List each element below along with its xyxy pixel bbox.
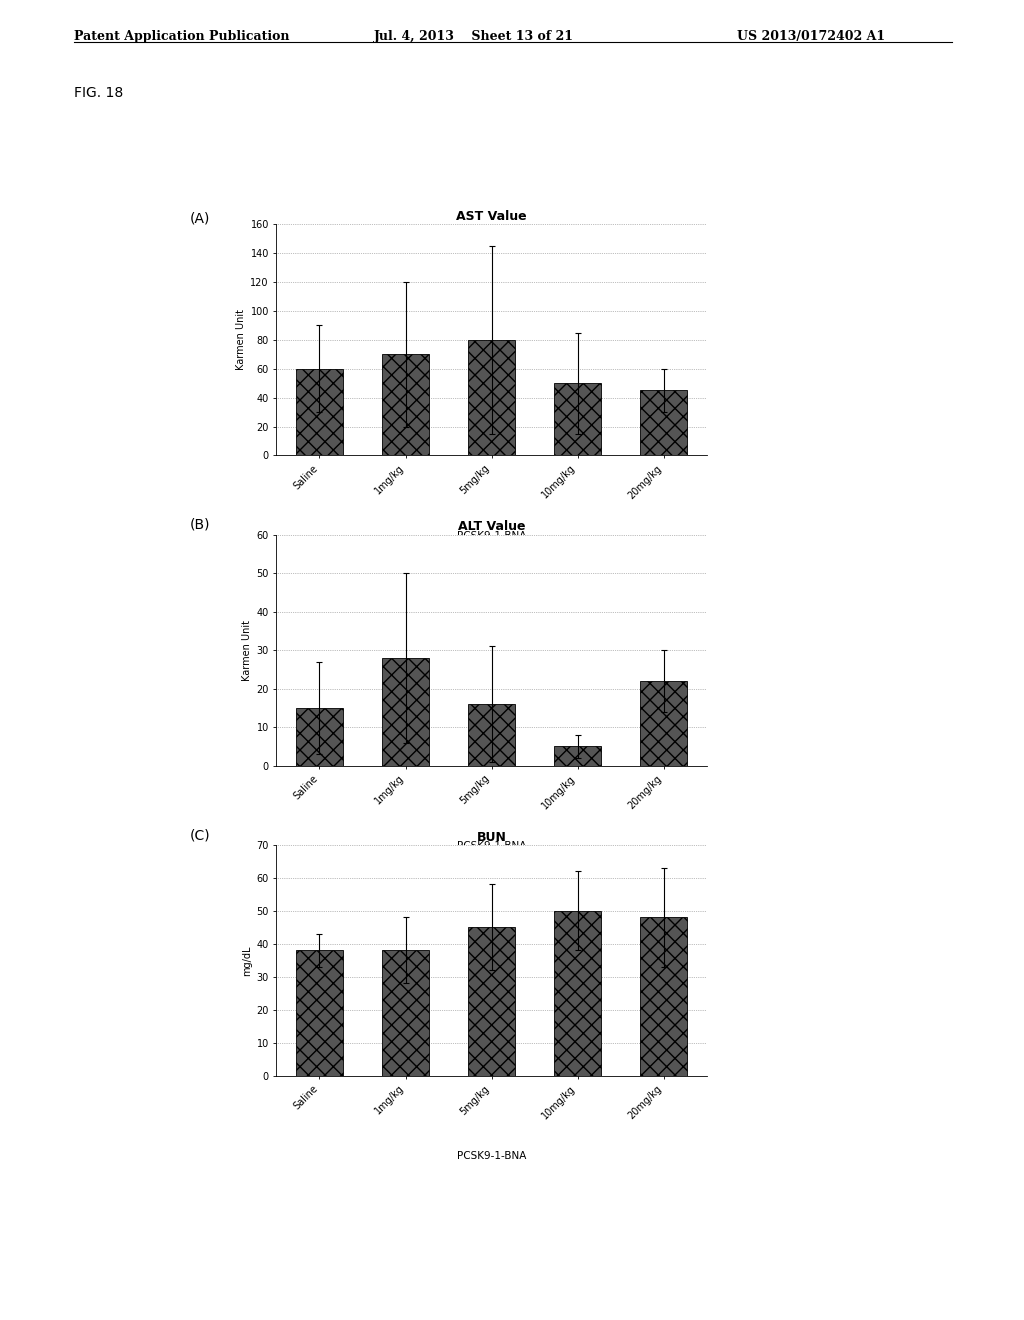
Text: Jul. 4, 2013    Sheet 13 of 21: Jul. 4, 2013 Sheet 13 of 21	[374, 30, 573, 44]
Bar	[296, 708, 343, 766]
Text: (C): (C)	[189, 829, 210, 843]
Bar	[296, 368, 343, 455]
Bar	[554, 383, 601, 455]
Title: ALT Value: ALT Value	[458, 520, 525, 533]
Bar	[554, 911, 601, 1076]
Bar	[468, 927, 515, 1076]
Text: (B): (B)	[189, 517, 210, 532]
Text: (A): (A)	[189, 211, 210, 226]
Text: US 2013/0172402 A1: US 2013/0172402 A1	[737, 30, 886, 44]
Y-axis label: mg/dL: mg/dL	[243, 945, 252, 975]
Y-axis label: Karmen Unit: Karmen Unit	[237, 309, 246, 371]
Bar	[468, 339, 515, 455]
Y-axis label: Karmen Unit: Karmen Unit	[243, 619, 252, 681]
Bar	[640, 681, 687, 766]
Bar	[640, 391, 687, 455]
X-axis label: PCSK9-1-BNA: PCSK9-1-BNA	[457, 531, 526, 541]
Bar	[382, 657, 429, 766]
Title: AST Value: AST Value	[457, 210, 526, 223]
Text: Patent Application Publication: Patent Application Publication	[74, 30, 289, 44]
Bar	[468, 704, 515, 766]
Text: FIG. 18: FIG. 18	[74, 86, 123, 100]
Bar	[382, 950, 429, 1076]
Bar	[640, 917, 687, 1076]
Title: BUN: BUN	[476, 830, 507, 843]
Bar	[554, 746, 601, 766]
X-axis label: PCSK9-1-BNA: PCSK9-1-BNA	[457, 1151, 526, 1162]
Bar	[296, 950, 343, 1076]
Bar	[382, 354, 429, 455]
X-axis label: PCSK9-1-BNA: PCSK9-1-BNA	[457, 841, 526, 851]
